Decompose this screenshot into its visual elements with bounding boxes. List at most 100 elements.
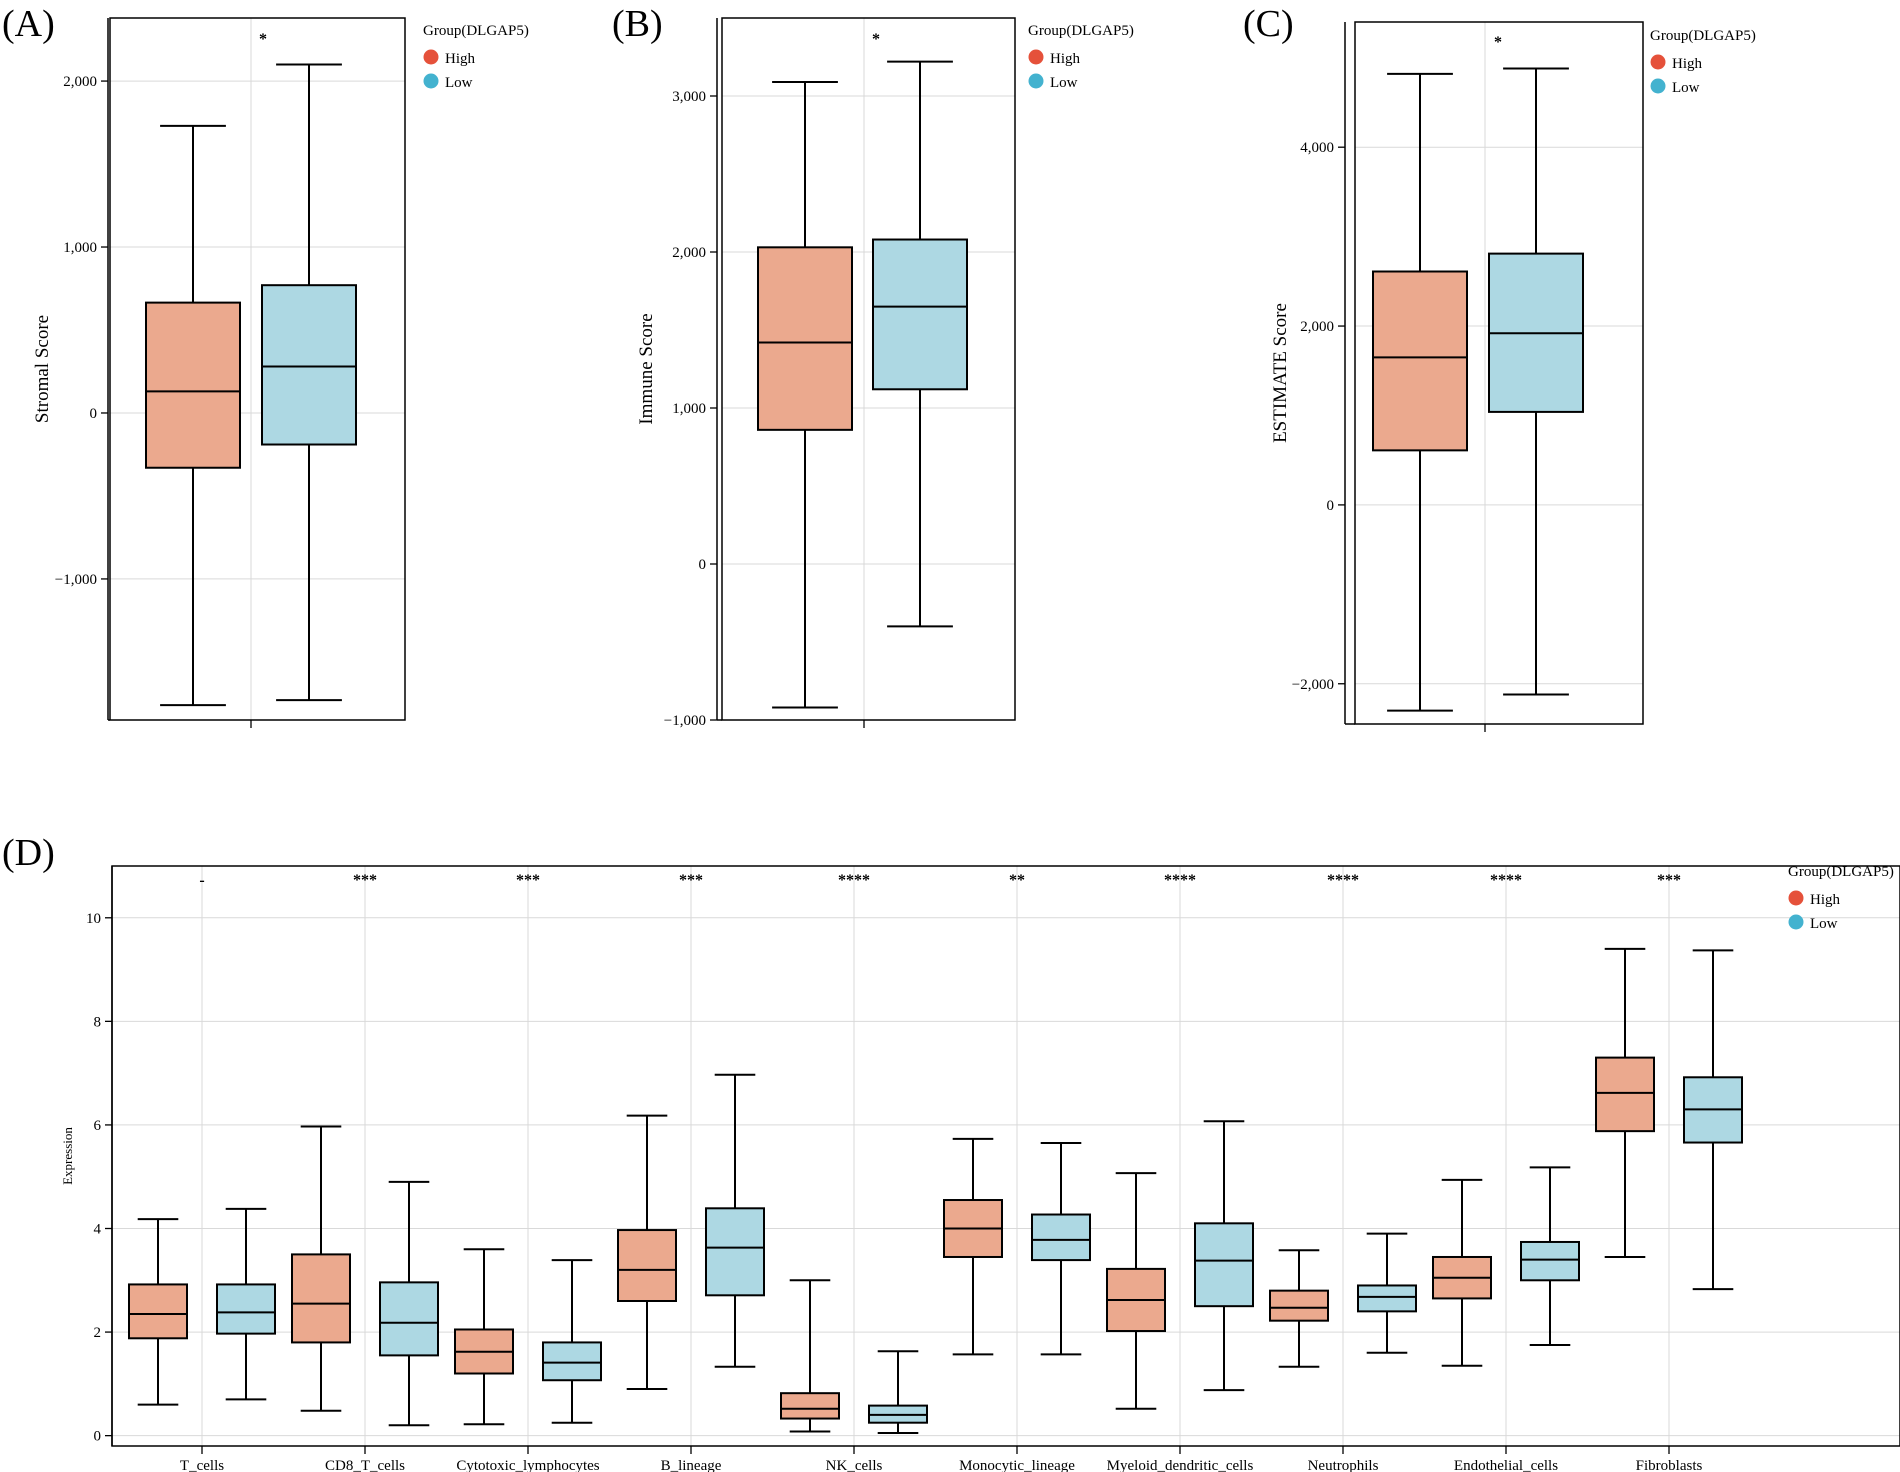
box-high-CD8_T_cells [291, 1125, 351, 1412]
iqr-box [1372, 270, 1468, 452]
box-high-NK_cells [780, 1279, 840, 1433]
y-tick-label: 2,000 [63, 74, 97, 90]
box-low-Cytotoxic_lymphocytes [542, 1259, 602, 1424]
iqr-box [757, 246, 853, 431]
x-tick-label: Monocytic_lineage [959, 1458, 1075, 1472]
y-axis-label: ESTIMATE Score [1270, 303, 1291, 443]
legend-dot-high [1650, 54, 1666, 70]
iqr-box [1031, 1213, 1091, 1262]
significance-label: * [872, 31, 880, 48]
legend-dot-high [423, 49, 439, 65]
y-tick-label: 6 [94, 1118, 102, 1134]
iqr-box [872, 238, 968, 391]
x-tick-label: Fibroblasts [1636, 1458, 1703, 1472]
y-tick-label: 3,000 [672, 89, 706, 105]
iqr-box [780, 1392, 840, 1420]
y-tick-label: 0 [1327, 498, 1335, 514]
significance-label: **** [1164, 872, 1196, 889]
y-tick-label: 1,000 [672, 401, 706, 417]
box-low-Endothelial_cells [1520, 1166, 1580, 1347]
y-tick-label: 4,000 [1300, 140, 1334, 156]
iqr-box [617, 1229, 677, 1303]
box-high [145, 124, 241, 707]
plot-frame [111, 865, 1900, 1447]
y-axis-label: Expression [60, 1127, 75, 1185]
y-tick-label: −1,000 [55, 572, 97, 588]
iqr-box [1269, 1289, 1329, 1322]
iqr-box [1357, 1284, 1417, 1313]
legend-item-high: High [1050, 51, 1081, 67]
legend-title: Group(DLGAP5) [1650, 28, 1756, 44]
legend-item-low: Low [1672, 80, 1700, 96]
significance-label: *** [353, 872, 377, 889]
iqr-box [1520, 1240, 1580, 1282]
y-tick-label: −1,000 [664, 713, 706, 729]
legend: Group(DLGAP5) High Low [1788, 864, 1894, 932]
significance-label: *** [1657, 872, 1681, 889]
box-low-NK_cells [868, 1350, 928, 1435]
box-low-Neutrophils [1357, 1232, 1417, 1354]
box-high-Cytotoxic_lymphocytes [454, 1248, 514, 1426]
panel-a: (A) −1,000 0 1,000 2,000 Stromal Score * Group(… [2, 3, 529, 728]
iqr-box [705, 1207, 765, 1297]
y-tick-label: 10 [86, 911, 101, 927]
y-axis-label: Stromal Score [32, 315, 53, 423]
box-high-B_lineage [617, 1114, 677, 1391]
y-tick-label: 1,000 [63, 240, 97, 256]
panel-letter: (B) [612, 3, 663, 45]
legend-item-high: High [1810, 892, 1841, 908]
box-high-Monocytic_lineage [943, 1137, 1003, 1356]
panel-letter: (C) [1243, 3, 1294, 45]
legend: Group(DLGAP5) High Low [1650, 28, 1756, 96]
legend-title: Group(DLGAP5) [423, 23, 529, 39]
iqr-box [1194, 1222, 1254, 1308]
legend-item-low: Low [1050, 75, 1078, 91]
box-low [1488, 67, 1584, 696]
plot-frame [721, 17, 1016, 721]
legend: Group(DLGAP5) High Low [423, 23, 529, 91]
plot-frame [1354, 21, 1644, 725]
box-low-B_lineage [705, 1073, 765, 1368]
x-tick-label: Neutrophils [1308, 1458, 1379, 1472]
significance-label: **** [1327, 872, 1359, 889]
significance-label: - [199, 872, 204, 889]
legend: Group(DLGAP5) High Low [1028, 23, 1134, 91]
y-tick-label: 2,000 [672, 245, 706, 261]
significance-label: **** [838, 872, 870, 889]
significance-label: *** [516, 872, 540, 889]
x-tick-label: T_cells [180, 1458, 224, 1472]
legend-title: Group(DLGAP5) [1028, 23, 1134, 39]
legend-dot-low [423, 73, 439, 89]
x-tick-label: Cytotoxic_lymphocytes [456, 1458, 599, 1472]
significance-label: * [259, 31, 267, 48]
legend-item-high: High [445, 51, 476, 67]
legend-item-low: Low [1810, 916, 1838, 932]
panel-c: (C) −2,000 0 2,000 4,000 ESTIMATE Score * Group… [1243, 3, 1756, 732]
iqr-box [379, 1281, 439, 1357]
x-tick-label: B_lineage [661, 1458, 722, 1472]
panel-letter: (A) [2, 3, 55, 45]
y-tick-label: 4 [94, 1222, 102, 1238]
box-high [757, 80, 853, 709]
iqr-box [261, 284, 357, 446]
y-tick-label: 0 [94, 1429, 102, 1445]
iqr-box [1595, 1056, 1655, 1133]
iqr-box [291, 1253, 351, 1344]
legend-dot-low [1650, 78, 1666, 94]
significance-label: *** [679, 872, 703, 889]
box-low-CD8_T_cells [379, 1180, 439, 1427]
box-high-Neutrophils [1269, 1249, 1329, 1368]
box-high [1372, 72, 1468, 712]
y-tick-label: 8 [94, 1014, 102, 1030]
box-low-Monocytic_lineage [1031, 1142, 1091, 1356]
panel-b: (B) −1,000 0 1,000 2,000 3,000 Immune Score * Gr… [612, 3, 1134, 729]
legend-dot-low [1788, 914, 1804, 930]
panel-letter: (D) [2, 832, 55, 874]
legend-dot-high [1028, 49, 1044, 65]
y-tick-label: 0 [90, 406, 98, 422]
x-tick-label: CD8_T_cells [325, 1458, 405, 1472]
legend-dot-low [1028, 73, 1044, 89]
y-tick-label: −2,000 [1292, 677, 1334, 693]
box-low-Myeloid_dendritic_cells [1194, 1120, 1254, 1392]
